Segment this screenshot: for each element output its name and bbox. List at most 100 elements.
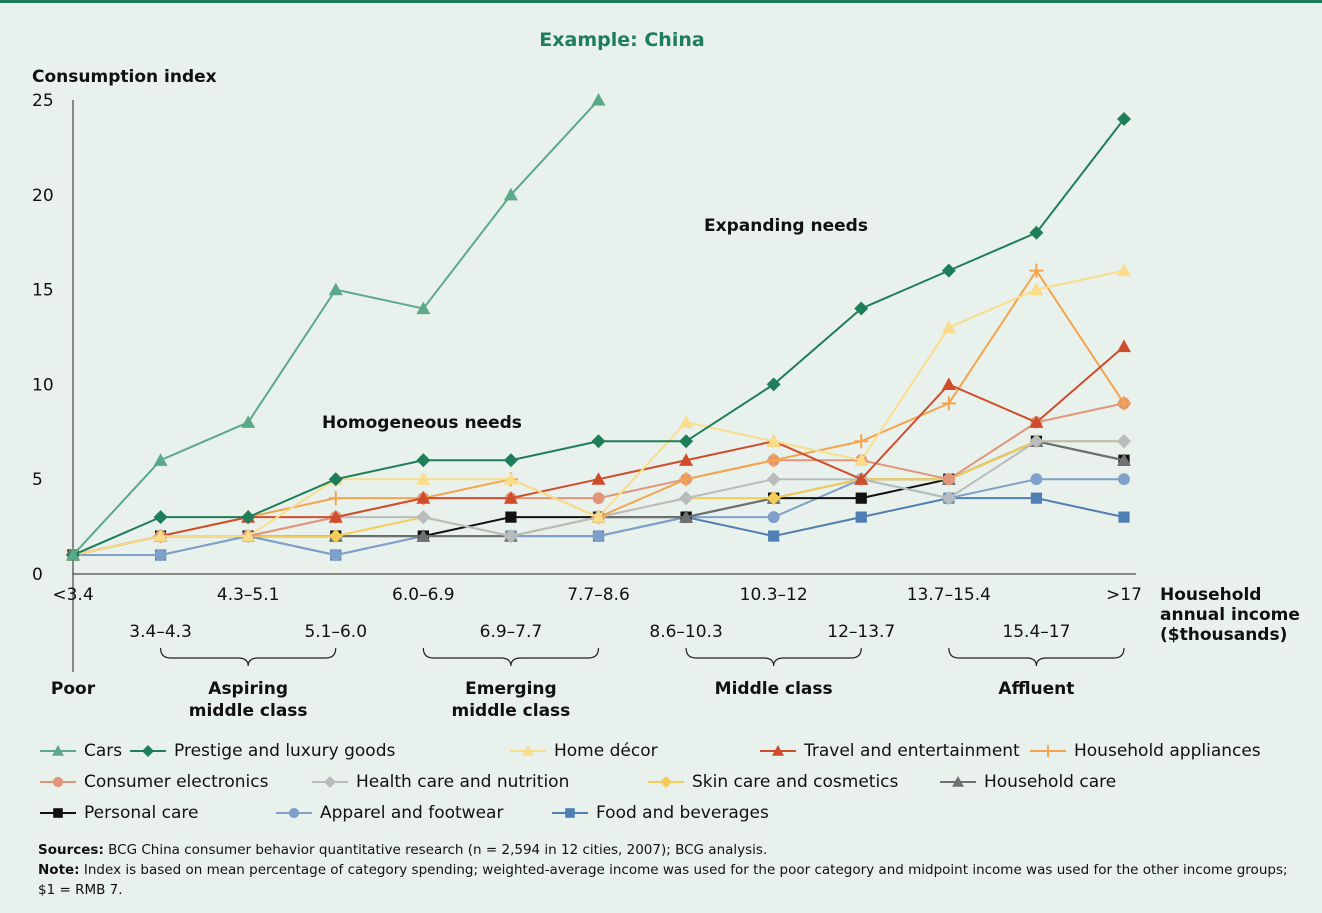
sources-label: Sources:: [38, 842, 104, 858]
income-group-emerging-middle-class: middle class: [452, 701, 571, 721]
data-point: [1117, 396, 1131, 411]
data-point: [416, 529, 431, 542]
data-point: [592, 530, 605, 543]
note-label: Note:: [38, 862, 80, 878]
data-point: [772, 745, 784, 756]
data-point: [503, 491, 518, 504]
data-point: [766, 453, 781, 468]
data-point: [952, 776, 964, 787]
data-point: [153, 453, 168, 466]
y-tick-label: 15: [32, 281, 54, 301]
legend-swatch: [760, 745, 796, 756]
x-axis-label-line: ($thousands): [1160, 625, 1287, 645]
note-text: Index is based on mean percentage of cat…: [38, 862, 1288, 898]
legend-item-consumer-electronics: Consumer electronics: [38, 769, 268, 795]
data-point: [941, 263, 956, 278]
series-line: [72, 118, 1125, 556]
legend-item-household-care: Household care: [938, 769, 1116, 795]
data-point: [768, 530, 780, 542]
data-point: [1118, 473, 1130, 486]
data-point: [855, 492, 867, 504]
data-point: [153, 510, 168, 525]
series-line: [73, 497, 1125, 557]
top-rule: [0, 0, 1322, 3]
legend-swatch: [1030, 745, 1066, 757]
data-point: [142, 745, 154, 757]
legend-swatch: [940, 776, 976, 787]
data-point: [1029, 415, 1044, 428]
series-travel-and-entertainment: [66, 339, 1131, 561]
x-tick-label: <3.4: [52, 585, 93, 605]
data-point: [766, 434, 781, 447]
income-group-middle-class: Middle class: [715, 679, 833, 699]
sources-text: BCG China consumer behavior quantitative…: [108, 842, 768, 858]
data-point: [679, 434, 694, 449]
legend-swatch: [648, 776, 684, 788]
y-tick-label: 10: [32, 375, 54, 395]
x-tick-label: 12–13.7: [827, 622, 895, 642]
annotation-expanding-needs: Expanding needs: [704, 216, 868, 236]
data-point: [153, 529, 168, 542]
legend-swatch: [312, 776, 348, 788]
data-point: [679, 453, 694, 466]
legend-label: Travel and entertainment: [804, 741, 1020, 761]
x-tick-labels: <3.4 3.4–4.3 4.3–5.1 5.1–6.0 6.0–6.9 6.9–7.7 7…: [52, 585, 1142, 642]
data-point: [154, 549, 167, 561]
data-point: [328, 472, 343, 487]
data-point: [591, 472, 606, 485]
legend-swatch: [40, 745, 76, 756]
legend-item-household-appliances: Household appliances: [1028, 738, 1261, 764]
data-point: [503, 529, 518, 544]
income-group-poor: Poor: [51, 679, 96, 699]
data-point: [416, 472, 431, 485]
income-group-aspiring-middle-class: middle class: [189, 701, 308, 721]
data-point: [679, 415, 694, 428]
income-brace: [685, 647, 862, 667]
data-point: [1117, 111, 1131, 126]
data-point: [855, 511, 867, 523]
data-point: [503, 472, 518, 485]
legend-label: Skin care and cosmetics: [692, 772, 899, 792]
data-point: [522, 745, 534, 756]
data-point: [1117, 263, 1131, 277]
x-tick-label: 10.3–12: [740, 585, 808, 605]
legend-label: Home décor: [554, 741, 658, 761]
data-point: [52, 776, 64, 788]
data-point: [766, 472, 781, 487]
legend-swatch: [510, 745, 546, 756]
x-tick-label: 7.7–8.6: [567, 585, 630, 605]
y-tick-label: 25: [32, 91, 54, 111]
legend-label: Apparel and footwear: [320, 803, 504, 823]
x-tick-label: 5.1–6.0: [304, 622, 367, 642]
data-point: [328, 282, 343, 296]
x-tick-label: 13.7–15.4: [907, 585, 991, 605]
note-line: Note: Index is based on mean percentage …: [38, 860, 1288, 900]
data-point: [1030, 473, 1043, 486]
data-point: [1030, 492, 1043, 504]
legend-label: Household care: [984, 772, 1117, 792]
legend-swatch: [130, 745, 166, 757]
annotation-homogeneous-needs: Homogeneous needs: [322, 413, 522, 433]
data-point: [1029, 282, 1044, 296]
notes: Sources: BCG China consumer behavior qua…: [38, 840, 1288, 900]
data-point: [679, 491, 694, 506]
data-point: [241, 510, 256, 525]
x-tick-label: 6.0–6.9: [392, 585, 455, 605]
x-axis-label-line: Household: [1160, 585, 1261, 605]
data-point: [324, 776, 336, 788]
data-point: [565, 808, 575, 818]
legend-item-home-d-cor: Home décor: [508, 738, 658, 764]
data-point: [854, 472, 869, 485]
x-tick-label: >17: [1106, 585, 1142, 605]
consumption-chart: Example: China Consumption index 0 5 10 15 2…: [32, 29, 1300, 721]
data-point: [503, 453, 518, 468]
data-point: [328, 529, 343, 544]
x-axis-label-line: annual income: [1160, 605, 1300, 625]
sources-line: Sources: BCG China consumer behavior qua…: [38, 840, 1288, 860]
data-point: [941, 320, 956, 334]
data-point: [1117, 453, 1131, 466]
data-point: [53, 808, 63, 818]
legend-item-apparel-and-footwear: Apparel and footwear: [274, 800, 503, 826]
